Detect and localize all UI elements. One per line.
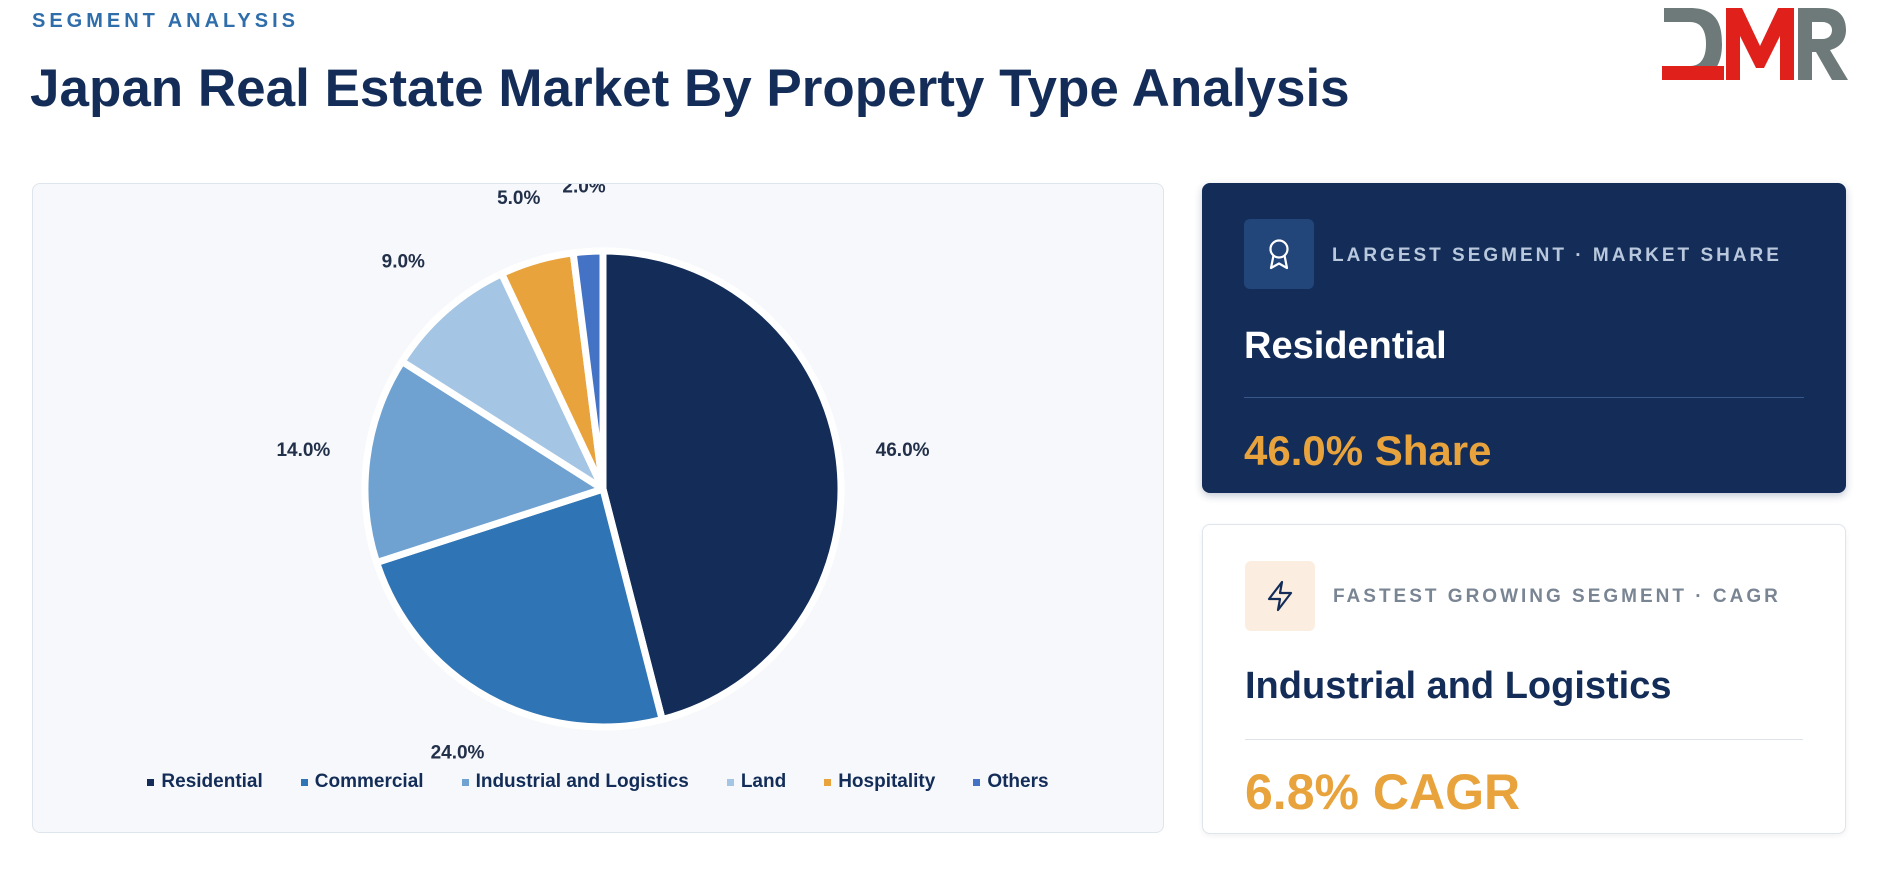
fastest-growing-value: 6.8% CAGR: [1245, 764, 1521, 820]
legend-swatch: [824, 778, 832, 786]
pie-slice-residential: [599, 247, 845, 724]
pie-slice-industrial-and-logistics: [361, 357, 607, 567]
data-label: 46.0%: [876, 440, 930, 461]
legend-swatch: [147, 778, 155, 786]
legend-label: Residential: [161, 771, 263, 792]
fastest-growing-card: FASTEST GROWING SEGMENT · CAGR Industria…: [1202, 524, 1846, 834]
legend-label: Hospitality: [838, 771, 936, 792]
data-label: 9.0%: [382, 251, 425, 272]
pie-slice-land: [398, 270, 607, 493]
section-eyebrow: SEGMENT ANALYSIS: [32, 10, 299, 32]
lightning-icon: [1245, 561, 1315, 631]
largest-segment-value: 46.0% Share: [1244, 427, 1492, 474]
data-label: 14.0%: [276, 440, 330, 461]
page-title: Japan Real Estate Market By Property Typ…: [30, 59, 1350, 118]
pie-slice-commercial: [373, 485, 666, 731]
legend-label: Land: [740, 771, 787, 792]
data-label: 24.0%: [431, 743, 485, 764]
chart-legend: Residential Commercial Industrial and Logi…: [33, 771, 1163, 793]
legend-swatch: [726, 778, 734, 786]
legend-item: Industrial and Logistics: [461, 771, 689, 793]
legend-item: Others: [973, 771, 1049, 793]
legend-swatch: [973, 778, 981, 786]
legend-item: Residential: [147, 771, 263, 793]
largest-segment-name: Residential: [1244, 325, 1447, 367]
data-label: 2.0%: [562, 184, 605, 198]
legend-label: Others: [987, 771, 1049, 792]
divider: [1244, 397, 1804, 398]
legend-label: Commercial: [314, 771, 424, 792]
data-label: 5.0%: [497, 188, 540, 209]
dmr-logo: [1662, 8, 1848, 80]
legend-item: Land: [726, 771, 787, 793]
award-icon: [1244, 219, 1314, 289]
legend-item: Hospitality: [824, 771, 935, 793]
legend-swatch: [300, 778, 308, 786]
largest-segment-card: LARGEST SEGMENT · MARKET SHARE Residenti…: [1202, 183, 1846, 493]
pie-slice-others: [569, 247, 607, 493]
fastest-growing-name: Industrial and Logistics: [1245, 665, 1672, 707]
legend-item: Commercial: [300, 771, 424, 793]
largest-segment-label: LARGEST SEGMENT · MARKET SHARE: [1332, 245, 1782, 266]
pie-chart: 46.0% 24.0% 14.0% 9.0% 5.0% 2.0%: [276, 184, 930, 764]
divider: [1245, 739, 1803, 740]
fastest-growing-label: FASTEST GROWING SEGMENT · CAGR: [1333, 586, 1781, 607]
pie-chart-card: 46.0% 24.0% 14.0% 9.0% 5.0% 2.0% Residential C…: [32, 183, 1164, 833]
legend-swatch: [461, 778, 469, 786]
legend-label: Industrial and Logistics: [475, 771, 689, 792]
